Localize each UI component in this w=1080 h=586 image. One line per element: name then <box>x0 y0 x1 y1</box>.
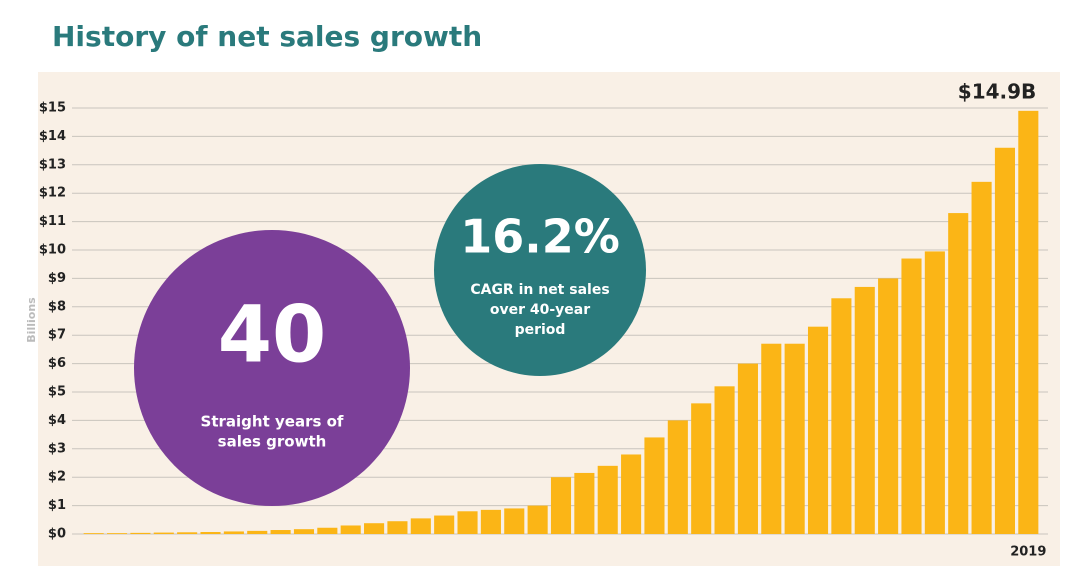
bar <box>691 403 712 534</box>
bar <box>247 530 268 534</box>
y-tick-label: $8 <box>48 299 66 314</box>
bar <box>270 530 291 534</box>
y-tick-label: $12 <box>39 186 66 201</box>
bar <box>831 298 852 534</box>
bar <box>223 531 244 534</box>
bar <box>574 472 595 534</box>
bar <box>714 386 735 534</box>
bar <box>994 147 1015 534</box>
y-tick-label: $14 <box>39 129 66 144</box>
bar <box>550 477 572 534</box>
y-axis-label: Billions <box>25 297 38 343</box>
x-tick-label: 2019 <box>1010 545 1046 560</box>
chart-title: History of net sales growth <box>52 20 482 53</box>
bar <box>901 258 922 534</box>
bar <box>854 286 875 534</box>
bar <box>761 343 782 534</box>
callout-text: sales growth <box>218 433 327 451</box>
bar <box>644 437 665 534</box>
bar <box>83 533 104 534</box>
bar <box>924 251 945 535</box>
y-tick-label: $13 <box>39 157 66 172</box>
bar <box>784 343 805 534</box>
bar <box>667 420 688 534</box>
bar <box>597 465 618 534</box>
bar <box>457 511 478 534</box>
bar <box>1018 110 1039 534</box>
bar <box>878 278 899 534</box>
y-tick-label: $4 <box>48 413 66 428</box>
callout-circle <box>434 164 646 376</box>
bar <box>130 532 151 534</box>
y-tick-label: $5 <box>48 385 66 400</box>
y-tick-label: $11 <box>39 214 66 229</box>
y-tick-label: $9 <box>48 271 66 286</box>
y-tick-label: $1 <box>48 498 66 513</box>
data-label: $14.9B <box>958 79 1037 103</box>
bar <box>107 533 128 534</box>
y-tick-label: $6 <box>48 356 66 371</box>
callout-text: CAGR in net sales <box>470 282 609 298</box>
bar <box>948 213 969 534</box>
bar <box>177 532 198 534</box>
bar <box>480 509 501 534</box>
y-tick-label: $15 <box>39 101 66 116</box>
callout-text: period <box>515 322 566 338</box>
y-tick-label: $7 <box>48 328 66 343</box>
y-tick-label: $3 <box>48 441 66 456</box>
bar <box>200 532 221 534</box>
callout-value: 16.2% <box>460 210 620 264</box>
bar <box>434 515 455 534</box>
y-tick-label: $2 <box>48 470 66 485</box>
bar <box>504 508 525 534</box>
bar <box>387 521 408 534</box>
bar <box>737 363 758 534</box>
bar <box>621 454 642 534</box>
bar <box>293 529 315 534</box>
bar <box>153 532 174 534</box>
callout-text: Straight years of <box>201 413 344 431</box>
bar <box>527 505 548 534</box>
callout-circle <box>134 230 410 506</box>
bar <box>807 326 829 534</box>
callout-text: over 40-year <box>490 302 590 318</box>
bar <box>364 523 385 534</box>
bar <box>410 518 431 534</box>
bar <box>317 527 338 534</box>
bar <box>971 181 992 534</box>
y-tick-label: $0 <box>48 527 66 542</box>
y-tick-label: $10 <box>39 243 66 258</box>
callout-value: 40 <box>218 290 327 380</box>
bar <box>340 525 361 534</box>
